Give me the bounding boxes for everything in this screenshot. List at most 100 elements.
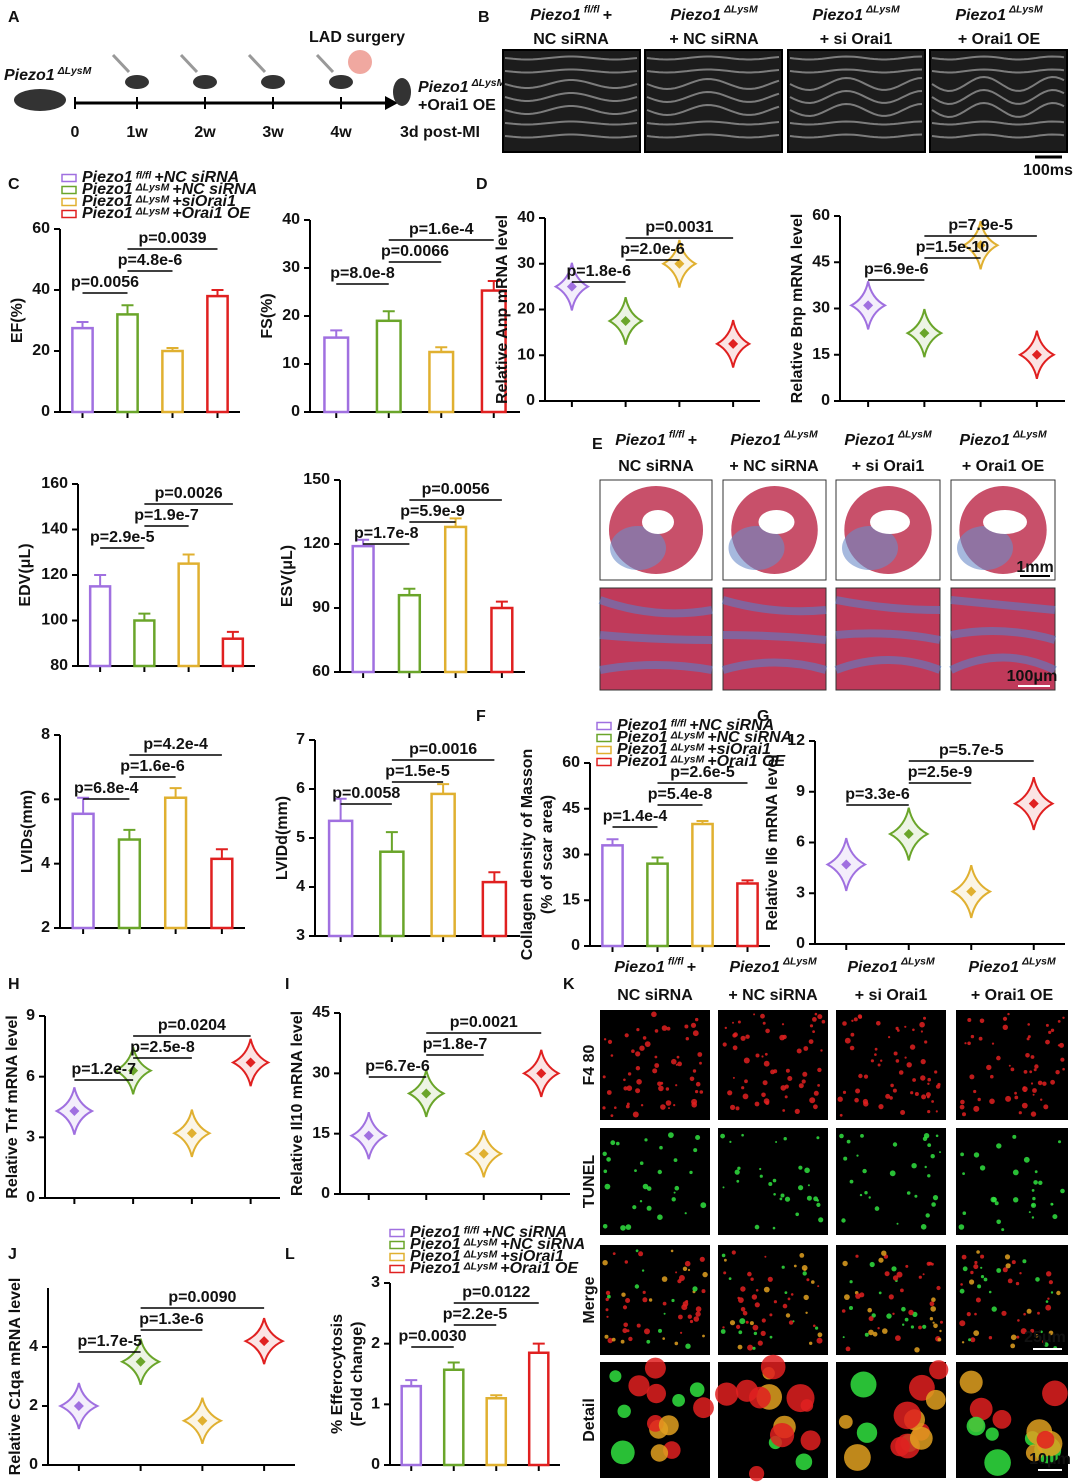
group-header: Piezo1 ΔLysM xyxy=(729,956,817,976)
legend-entry-suffix: +NC siRNA xyxy=(154,169,239,186)
cell xyxy=(973,1152,980,1158)
legend-entry-suffix: +NC siRNA xyxy=(172,181,257,198)
y-tick-label: 2 xyxy=(371,1335,380,1352)
mouse-icon xyxy=(393,78,411,106)
legend-entry-gene: Piezo1 xyxy=(617,741,668,758)
legend-entry-gene: Piezo1 xyxy=(617,717,668,734)
error-bar xyxy=(121,304,134,315)
cell xyxy=(962,1112,966,1117)
cell xyxy=(798,1165,803,1170)
cell xyxy=(991,1306,997,1312)
bar xyxy=(379,850,405,938)
legend-entry-suffix: +NC siRNA xyxy=(482,1224,567,1241)
cell xyxy=(768,1182,773,1186)
cell xyxy=(1045,1300,1049,1303)
cell xyxy=(870,1059,875,1063)
cell xyxy=(927,1143,932,1147)
cell xyxy=(909,1044,916,1050)
cell xyxy=(815,1326,819,1330)
p-value: p=1.7e-5 xyxy=(78,1333,143,1350)
y-tick-label: 20 xyxy=(517,301,535,318)
panel-letter: D xyxy=(476,176,488,193)
cell xyxy=(927,1082,930,1086)
cell xyxy=(738,1297,744,1303)
collagen-streak xyxy=(598,596,713,618)
cell xyxy=(671,1058,677,1065)
cell xyxy=(914,1347,920,1353)
group-header: Piezo1 ΔLysM xyxy=(844,429,932,449)
cell xyxy=(624,1033,629,1038)
cell xyxy=(844,1037,851,1044)
y-tick-label: 0 xyxy=(321,1185,330,1202)
y-tick-label: 7 xyxy=(296,731,305,748)
cell xyxy=(1050,1028,1055,1033)
cell xyxy=(996,1268,1002,1273)
cell xyxy=(888,1294,894,1300)
cell xyxy=(940,1320,943,1324)
cell xyxy=(739,1318,746,1325)
timeline-start-label-sup: ΔLysM xyxy=(57,66,92,77)
cell xyxy=(690,1022,697,1028)
cell xyxy=(628,1375,650,1397)
p-value: p=1.9e-7 xyxy=(134,507,199,524)
y-tick-label: 12 xyxy=(787,732,805,749)
violin-point xyxy=(197,1415,208,1426)
cell xyxy=(644,1138,648,1142)
cell xyxy=(1029,1070,1033,1074)
timeline-start-label: Piezo1 ΔLysM xyxy=(4,66,92,84)
cell xyxy=(642,1297,648,1303)
cell xyxy=(775,1141,778,1143)
timeline-end-tick: 3d post-MI xyxy=(400,124,480,141)
cell xyxy=(675,1084,678,1087)
legend-swatch xyxy=(389,1228,405,1238)
legend-entry: Piezo1 ΔLysM +siOrai1 xyxy=(82,193,236,210)
cell xyxy=(967,1041,971,1046)
echo-trace xyxy=(931,120,1065,126)
y-tick-label: 6 xyxy=(296,780,305,797)
cell xyxy=(1062,1067,1065,1071)
cell xyxy=(762,1021,766,1025)
p-value: p=6.7e-6 xyxy=(365,1058,430,1075)
cell xyxy=(749,1466,765,1482)
cell xyxy=(1022,1259,1027,1264)
cell xyxy=(764,1052,768,1056)
cell xyxy=(892,1142,898,1147)
cell xyxy=(722,1042,727,1047)
cell xyxy=(636,1079,642,1085)
cell xyxy=(765,1100,770,1105)
cell xyxy=(732,1033,737,1038)
cell xyxy=(734,1169,740,1175)
cell xyxy=(1059,1042,1064,1048)
group-header: Piezo1 fl/fl + xyxy=(530,4,612,24)
violin-point xyxy=(728,338,739,349)
panel-letter: H xyxy=(8,976,20,993)
p-value: p=1.5e-10 xyxy=(916,239,989,256)
bar xyxy=(400,1384,423,1467)
mouse-icon xyxy=(329,75,353,89)
cell xyxy=(1045,1304,1052,1311)
group-header-line2: + si Orai1 xyxy=(820,31,893,48)
group-header-line2: + si Orai1 xyxy=(852,458,925,475)
p-value: p=0.0039 xyxy=(138,230,206,247)
cell xyxy=(728,1277,732,1280)
cell xyxy=(920,1075,926,1081)
cell xyxy=(1050,1291,1054,1294)
group-header-gene: Piezo1 xyxy=(847,959,898,976)
cell xyxy=(925,1213,930,1218)
y-tick-label: 40 xyxy=(32,281,50,298)
row-label: Detail xyxy=(581,1398,598,1442)
y-tick-label: 6 xyxy=(41,791,50,808)
cell xyxy=(1036,1430,1055,1449)
echo-trace xyxy=(931,75,1065,93)
cell xyxy=(882,1328,888,1334)
cell xyxy=(632,1205,637,1210)
cell xyxy=(685,1343,691,1349)
cell xyxy=(639,1161,644,1165)
y-tick-label: 15 xyxy=(812,346,830,363)
cell xyxy=(962,1211,967,1215)
syringe-icon xyxy=(315,53,335,74)
cell xyxy=(678,1314,683,1320)
cell xyxy=(991,1042,995,1045)
cell xyxy=(742,1093,749,1100)
cell xyxy=(1005,1263,1011,1269)
